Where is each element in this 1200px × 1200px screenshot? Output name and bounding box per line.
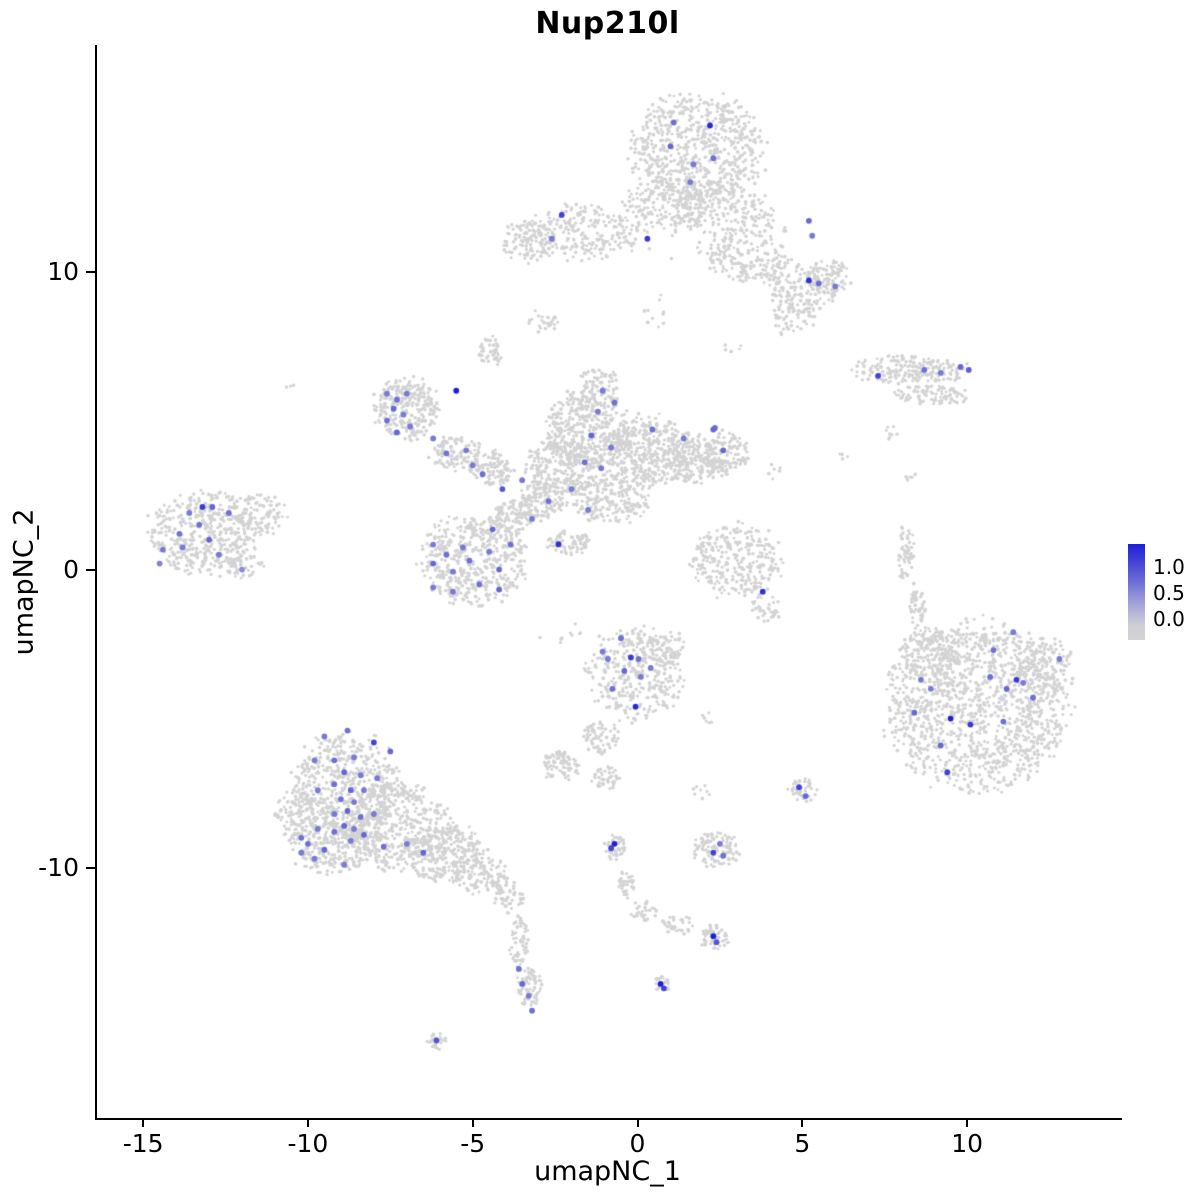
y-tick-label: 10	[47, 256, 79, 286]
x-tick-label: 10	[951, 1129, 983, 1158]
legend-label-high: 1.0	[1153, 555, 1185, 579]
x-tick-mark	[306, 1118, 309, 1127]
y-tick-mark	[86, 568, 95, 571]
legend-label-mid: 0.5	[1153, 581, 1185, 605]
plot-area: -15 -10 -5 0 5 10 -10 0 10	[38, 45, 1122, 1156]
x-tick-mark	[636, 1118, 639, 1127]
x-axis-label: umapNC_1	[534, 1156, 681, 1187]
x-tick-mark	[801, 1118, 804, 1127]
y-axis-label: umapNC_2	[8, 508, 40, 656]
scatter-canvas	[97, 45, 1122, 1118]
x-tick-mark	[471, 1118, 474, 1127]
x-tick-label: 5	[794, 1129, 811, 1158]
color-legend: 1.0 0.5 0.0	[1128, 544, 1198, 644]
x-tick-label: 0	[629, 1129, 646, 1158]
y-tick-label: 0	[63, 554, 79, 584]
legend-gradient-bar	[1128, 544, 1145, 640]
y-tick-mark	[86, 866, 95, 869]
y-tick-mark	[86, 270, 95, 273]
x-tick-label: -10	[287, 1129, 329, 1158]
x-tick-mark	[966, 1118, 969, 1127]
legend-label-low: 0.0	[1153, 607, 1185, 631]
y-tick-label: -10	[38, 852, 79, 882]
x-tick-label: -5	[460, 1129, 486, 1158]
x-tick-mark	[142, 1118, 145, 1127]
plot-title: Nup210l	[535, 6, 680, 41]
x-tick-label: -15	[122, 1129, 164, 1158]
